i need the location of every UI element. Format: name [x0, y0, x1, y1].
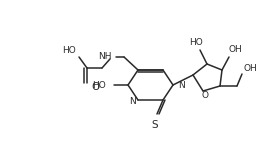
- Text: HO: HO: [62, 45, 76, 54]
- Text: N: N: [178, 81, 185, 90]
- Text: NH: NH: [99, 52, 112, 61]
- Text: OH: OH: [243, 63, 257, 73]
- Text: O: O: [91, 82, 99, 92]
- Text: OH: OH: [228, 45, 242, 53]
- Text: HO: HO: [189, 37, 203, 46]
- Text: S: S: [152, 120, 158, 130]
- Text: N: N: [129, 96, 136, 106]
- Text: HO: HO: [92, 81, 106, 90]
- Text: O: O: [202, 91, 209, 100]
